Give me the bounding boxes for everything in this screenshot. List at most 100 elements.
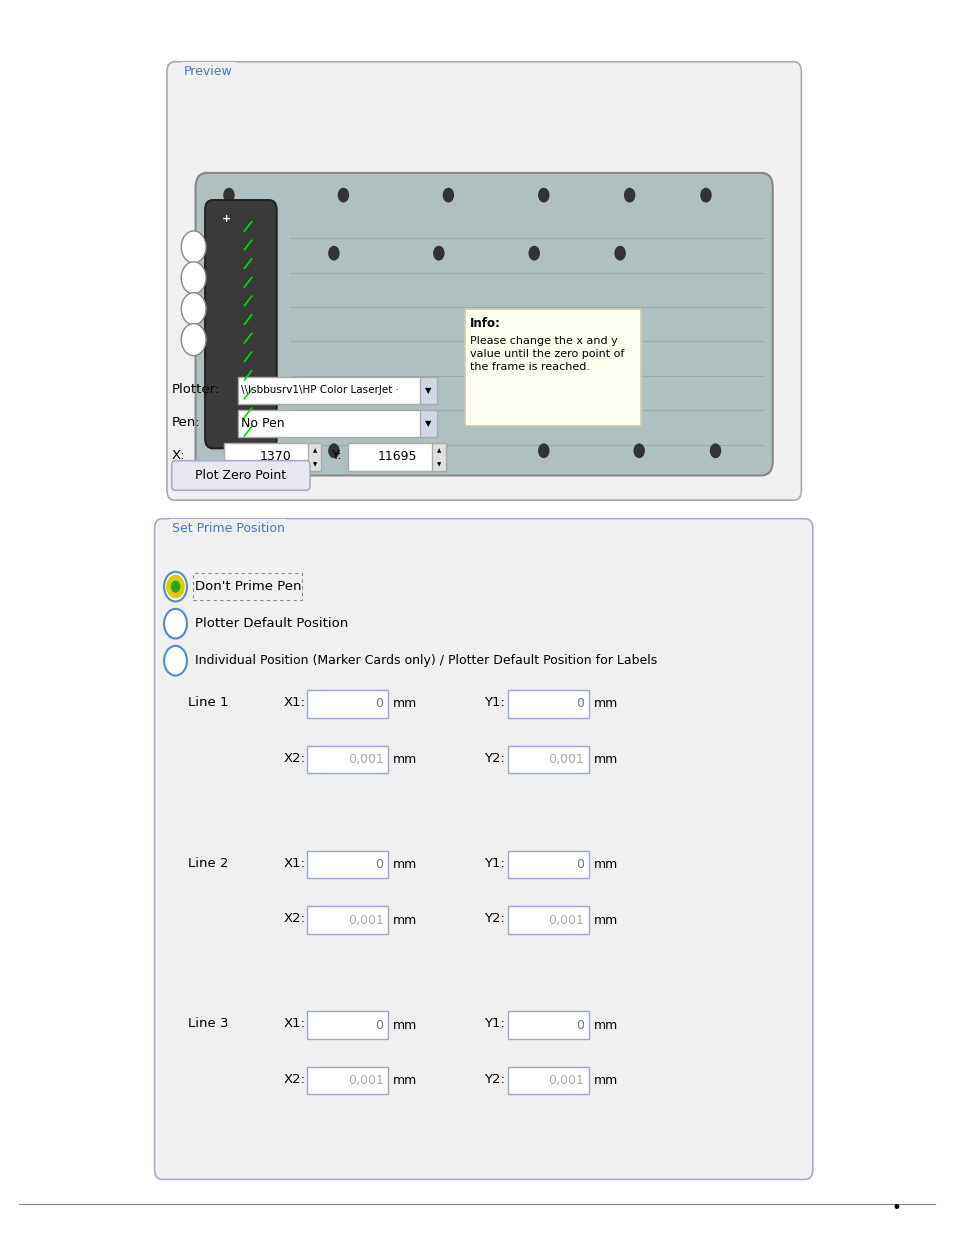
Text: Y:: Y: <box>331 450 341 462</box>
FancyBboxPatch shape <box>238 410 424 437</box>
Text: mm: mm <box>593 753 617 766</box>
Circle shape <box>171 580 180 593</box>
Text: 11695: 11695 <box>377 451 416 463</box>
FancyBboxPatch shape <box>307 1067 388 1094</box>
Text: 0: 0 <box>576 698 583 710</box>
Text: Plot Zero Point: Plot Zero Point <box>195 469 286 482</box>
Text: Info:: Info: <box>470 317 500 331</box>
Text: mm: mm <box>393 698 416 710</box>
FancyBboxPatch shape <box>507 1067 588 1094</box>
Text: ▼: ▼ <box>425 419 431 429</box>
Text: Y2:: Y2: <box>483 913 504 925</box>
Circle shape <box>537 443 549 458</box>
Circle shape <box>181 293 206 325</box>
Circle shape <box>337 188 349 203</box>
Text: 0: 0 <box>375 698 383 710</box>
FancyBboxPatch shape <box>507 746 588 773</box>
Circle shape <box>181 324 206 356</box>
Text: Plotter:: Plotter: <box>172 383 220 395</box>
Circle shape <box>167 576 184 598</box>
Text: X1:: X1: <box>283 1018 305 1030</box>
FancyBboxPatch shape <box>195 173 772 475</box>
Text: mm: mm <box>593 698 617 710</box>
Text: Don't Prime Pen: Don't Prime Pen <box>194 580 301 593</box>
FancyBboxPatch shape <box>307 690 388 718</box>
FancyBboxPatch shape <box>507 690 588 718</box>
Text: Set Prime Position: Set Prime Position <box>172 522 284 535</box>
FancyBboxPatch shape <box>464 309 640 426</box>
Text: mm: mm <box>393 858 416 871</box>
Text: Preview: Preview <box>184 65 233 78</box>
Text: Y2:: Y2: <box>483 1073 504 1086</box>
Text: mm: mm <box>393 1074 416 1087</box>
Text: mm: mm <box>393 1019 416 1031</box>
Text: mm: mm <box>593 858 617 871</box>
Text: X1:: X1: <box>283 697 305 709</box>
Text: Y1:: Y1: <box>483 857 504 869</box>
Circle shape <box>223 188 234 203</box>
Text: X:: X: <box>172 450 185 462</box>
FancyBboxPatch shape <box>348 443 434 471</box>
Circle shape <box>528 246 539 261</box>
Text: 0,001: 0,001 <box>347 753 383 766</box>
FancyBboxPatch shape <box>307 1011 388 1039</box>
FancyBboxPatch shape <box>507 906 588 934</box>
Circle shape <box>442 188 454 203</box>
Text: No Pen: No Pen <box>241 417 285 430</box>
FancyBboxPatch shape <box>154 519 812 1179</box>
Circle shape <box>433 246 444 261</box>
Text: mm: mm <box>593 1074 617 1087</box>
FancyBboxPatch shape <box>307 906 388 934</box>
Text: ▼: ▼ <box>436 462 440 467</box>
Text: 0,001: 0,001 <box>547 753 583 766</box>
Circle shape <box>614 246 625 261</box>
Text: Line 1: Line 1 <box>188 697 228 709</box>
Circle shape <box>328 246 339 261</box>
Circle shape <box>328 443 339 458</box>
Text: mm: mm <box>593 914 617 926</box>
Text: Individual Position (Marker Cards only) / Plotter Default Position for Labels: Individual Position (Marker Cards only) … <box>194 655 657 667</box>
FancyBboxPatch shape <box>432 443 445 471</box>
Text: ▲: ▲ <box>436 448 440 453</box>
Text: X2:: X2: <box>283 1073 305 1086</box>
Text: 0: 0 <box>576 858 583 871</box>
FancyBboxPatch shape <box>167 62 801 500</box>
Text: Line 2: Line 2 <box>188 857 228 869</box>
Text: 0: 0 <box>375 1019 383 1031</box>
Text: +: + <box>222 214 231 224</box>
FancyBboxPatch shape <box>172 461 310 490</box>
FancyBboxPatch shape <box>507 1011 588 1039</box>
FancyBboxPatch shape <box>224 443 310 471</box>
Text: Y1:: Y1: <box>483 1018 504 1030</box>
Text: mm: mm <box>393 914 416 926</box>
Text: •: • <box>891 1199 901 1216</box>
Text: Pen:: Pen: <box>172 416 200 429</box>
Circle shape <box>164 572 187 601</box>
Text: 0,001: 0,001 <box>547 914 583 926</box>
Text: ▲: ▲ <box>313 448 316 453</box>
Text: X1:: X1: <box>283 857 305 869</box>
FancyBboxPatch shape <box>419 377 436 404</box>
Text: Y1:: Y1: <box>483 697 504 709</box>
FancyBboxPatch shape <box>308 443 321 471</box>
Text: ▼: ▼ <box>425 385 431 395</box>
Text: Plotter Default Position: Plotter Default Position <box>194 618 348 630</box>
FancyBboxPatch shape <box>205 200 276 448</box>
Circle shape <box>633 443 644 458</box>
Text: \\Isbbusrv1\HP Color LaserJet ·: \\Isbbusrv1\HP Color LaserJet · <box>241 385 399 395</box>
Circle shape <box>181 262 206 294</box>
Circle shape <box>164 646 187 676</box>
Text: X2:: X2: <box>283 752 305 764</box>
FancyBboxPatch shape <box>307 851 388 878</box>
Text: 0: 0 <box>576 1019 583 1031</box>
Circle shape <box>181 231 206 263</box>
Text: Please change the x and y
value until the zero point of
the frame is reached.: Please change the x and y value until th… <box>470 336 624 372</box>
Circle shape <box>700 188 711 203</box>
Text: 0,001: 0,001 <box>547 1074 583 1087</box>
Circle shape <box>709 443 720 458</box>
Text: Line 3: Line 3 <box>188 1018 228 1030</box>
FancyBboxPatch shape <box>507 851 588 878</box>
Circle shape <box>164 609 187 638</box>
Text: 0: 0 <box>375 858 383 871</box>
Text: 0,001: 0,001 <box>347 914 383 926</box>
